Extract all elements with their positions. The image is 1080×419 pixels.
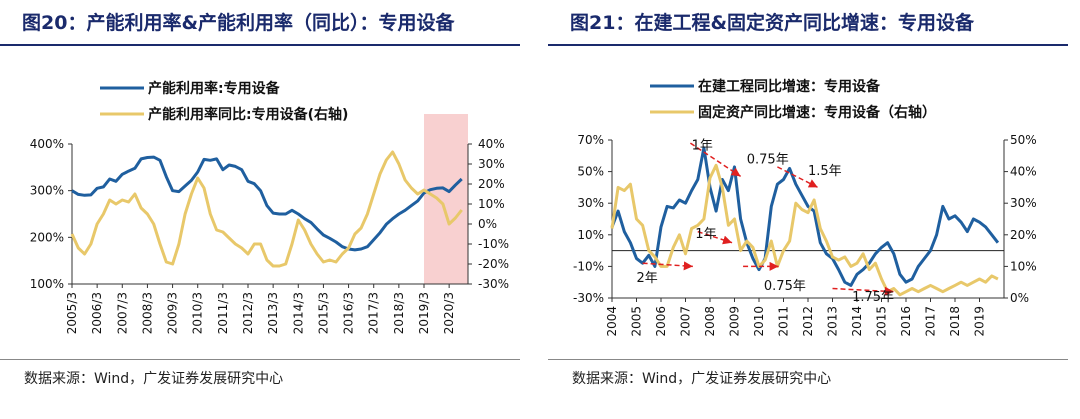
x-tick-label: 2010 — [752, 306, 766, 337]
lag-annotation: 1.75年 — [852, 290, 894, 305]
lag-annotation: 1年 — [695, 227, 716, 242]
lag-annotation: 0.75年 — [764, 279, 806, 294]
series-line-2 — [70, 150, 463, 268]
legend-label: 产能利用率:专用设备 — [148, 80, 281, 97]
y-left-tick-label: 100% — [30, 277, 64, 291]
lag-annotation: 1.5年 — [808, 164, 842, 179]
lag-arrow — [642, 261, 693, 271]
x-tick-label: 2014/3 — [291, 292, 305, 334]
y-left-tick-label: -30% — [573, 291, 604, 305]
y-left-tick-label: 70% — [577, 133, 604, 147]
y-right-tick-label: -20% — [478, 257, 509, 271]
x-tick-label: 2009 — [728, 306, 742, 337]
source-divider — [548, 359, 1068, 360]
x-tick-label: 2007/3 — [115, 292, 129, 334]
title-underline — [0, 44, 520, 46]
y-right-tick-label: 10% — [478, 197, 505, 211]
y-right-tick-label: -10% — [478, 237, 509, 251]
y-right-tick-label: 50% — [1010, 133, 1037, 147]
highlight-region — [424, 114, 468, 284]
y-right-tick-label: 20% — [1010, 228, 1037, 242]
x-tick-label: 2014 — [850, 306, 864, 337]
legend-label: 产能利用率同比:专用设备(右轴) — [148, 106, 348, 123]
x-tick-label: 2011 — [777, 306, 791, 337]
x-tick-label: 2019 — [973, 306, 987, 337]
series-line-1 — [71, 155, 463, 252]
x-tick-label: 2019/3 — [417, 292, 431, 334]
x-tick-label: 2020/3 — [442, 292, 456, 334]
y-right-tick-label: 30% — [478, 157, 505, 171]
y-right-tick-label: 20% — [478, 177, 505, 191]
x-tick-label: 2018/3 — [392, 292, 406, 334]
series-line-2 — [610, 163, 999, 297]
x-tick-label: 2005/3 — [65, 292, 79, 334]
x-tick-label: 2007 — [679, 306, 693, 337]
x-tick-label: 2015 — [875, 306, 889, 337]
x-tick-label: 2018 — [948, 306, 962, 337]
series-line-1 — [610, 146, 1000, 287]
y-right-tick-label: 40% — [478, 137, 505, 151]
x-tick-label: 2009/3 — [166, 292, 180, 334]
y-left-tick-label: 50% — [577, 165, 604, 179]
y-right-tick-label: 0% — [478, 217, 497, 231]
x-tick-label: 2015/3 — [316, 292, 330, 334]
y-right-tick-label: 0% — [1010, 291, 1029, 305]
y-left-tick-label: 200% — [30, 230, 64, 244]
source-divider — [0, 359, 520, 360]
x-tick-label: 2005 — [630, 306, 644, 337]
y-left-tick-label: 400% — [30, 137, 64, 151]
y-right-tick-label: 40% — [1010, 165, 1037, 179]
legend-label: 固定资产同比增速：专用设备（右轴） — [698, 104, 936, 121]
y-left-tick-label: 30% — [577, 196, 604, 210]
x-tick-label: 2013 — [826, 306, 840, 337]
y-left-tick-label: 10% — [577, 228, 604, 242]
y-right-tick-label: -30% — [478, 277, 509, 291]
chart-panel-left: 图20：产能利用率&产能利用率（同比）：专用设备 100% 200% 300% 400… — [0, 0, 520, 419]
lag-arrow — [832, 286, 894, 296]
x-tick-label: 2016 — [899, 306, 913, 337]
x-tick-label: 2004 — [605, 306, 619, 337]
chart-title: 图20：产能利用率&产能利用率（同比）：专用设备 — [22, 12, 455, 34]
lag-annotation: 2年 — [637, 271, 658, 286]
x-tick-label: 2013/3 — [266, 292, 280, 334]
capacity-utilization-chart: 100% 200% 300% 400% -30% -20% -10% 0% 10% 20% 30% 4… — [30, 80, 509, 334]
x-tick-label: 2010/3 — [191, 292, 205, 334]
x-tick-label: 2012/3 — [241, 292, 255, 334]
x-tick-label: 2012 — [801, 306, 815, 337]
lag-arrow — [689, 142, 742, 177]
x-tick-label: 2011/3 — [216, 292, 230, 334]
chart-title: 图21：在建工程&固定资产同比增速：专用设备 — [570, 12, 975, 34]
x-tick-label: 2016/3 — [342, 292, 356, 334]
x-tick-label: 2008/3 — [140, 292, 154, 334]
y-right-tick-label: 10% — [1010, 259, 1037, 273]
source-note: 数据来源：Wind，广发证券发展研究中心 — [24, 371, 284, 387]
lag-arrow — [697, 230, 733, 245]
x-tick-label: 2006/3 — [90, 292, 104, 334]
x-tick-label: 2017 — [924, 306, 938, 337]
x-tick-label: 2006 — [654, 306, 668, 337]
y-right-tick-label: 30% — [1010, 196, 1037, 210]
legend-label: 在建工程同比增速：专用设备 — [698, 78, 881, 95]
title-underline — [548, 44, 1068, 46]
lag-annotation: 0.75年 — [747, 153, 789, 168]
y-left-tick-label: -10% — [573, 259, 604, 273]
construction-fixed-assets-chart: -30% -10% 10% 30% 50% 70% 0% 10% 20% 30% 40% 50% 200… — [573, 78, 1037, 337]
x-tick-label: 2008 — [703, 306, 717, 337]
lag-annotation: 1年 — [692, 138, 713, 153]
y-left-tick-label: 300% — [30, 184, 64, 198]
source-note: 数据来源：Wind，广发证券发展研究中心 — [572, 371, 832, 387]
chart-panel-right: 图21：在建工程&固定资产同比增速：专用设备 -30% -10% 10% 30% 50%… — [548, 0, 1068, 419]
x-tick-label: 2017/3 — [367, 292, 381, 334]
